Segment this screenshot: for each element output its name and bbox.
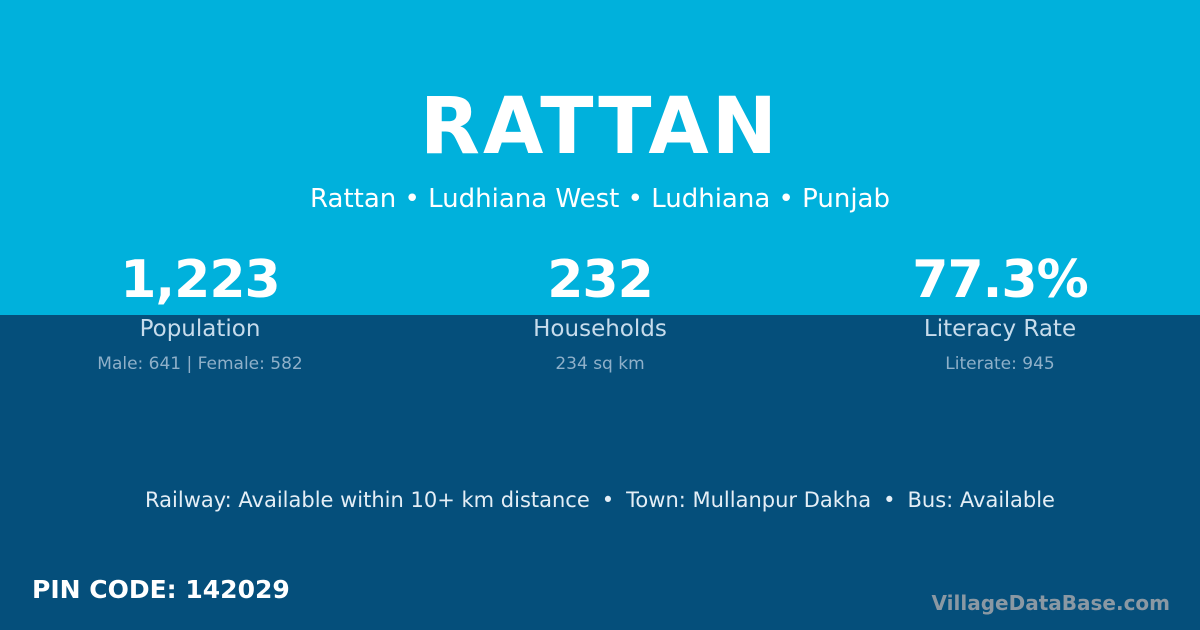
railway-info: Railway: Available within 10+ km distanc… bbox=[145, 488, 590, 512]
population-value: 1,223 bbox=[120, 250, 280, 310]
brand-watermark: VillageDataBase.com bbox=[931, 591, 1170, 615]
location-breadcrumb: Rattan • Ludhiana West • Ludhiana • Punj… bbox=[310, 184, 890, 214]
literacy-value: 77.3% bbox=[912, 250, 1088, 310]
amenities-line: Railway: Available within 10+ km distanc… bbox=[0, 486, 1200, 514]
households-detail: 234 sq km bbox=[555, 354, 645, 374]
pin-code: PIN CODE: 142029 bbox=[32, 575, 290, 604]
header-band bbox=[0, 0, 1200, 315]
households-label: Households bbox=[533, 316, 667, 342]
households-value: 232 bbox=[547, 250, 654, 310]
separator: • bbox=[601, 488, 615, 512]
village-title: RATTAN bbox=[419, 82, 781, 172]
town-info: Town: Mullanpur Dakha bbox=[626, 488, 872, 512]
literacy-detail: Literate: 945 bbox=[945, 354, 1055, 374]
bus-info: Bus: Available bbox=[907, 488, 1055, 512]
population-detail: Male: 641 | Female: 582 bbox=[97, 354, 303, 374]
stats-band bbox=[0, 315, 1200, 630]
separator: • bbox=[883, 488, 896, 512]
population-label: Population bbox=[139, 316, 261, 342]
literacy-label: Literacy Rate bbox=[923, 316, 1077, 342]
